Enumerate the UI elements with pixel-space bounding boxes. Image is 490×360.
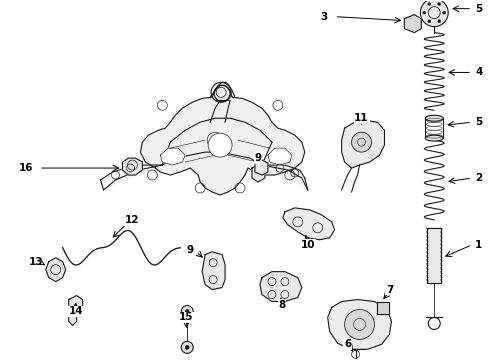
Text: 11: 11 xyxy=(354,113,369,123)
Circle shape xyxy=(428,20,431,23)
Polygon shape xyxy=(210,82,235,97)
Circle shape xyxy=(423,11,426,14)
Text: 3: 3 xyxy=(320,12,328,22)
Polygon shape xyxy=(46,258,66,282)
Polygon shape xyxy=(255,160,268,175)
Polygon shape xyxy=(202,252,225,289)
Text: 2: 2 xyxy=(475,173,482,183)
Polygon shape xyxy=(260,272,302,302)
Polygon shape xyxy=(252,165,265,182)
Text: 8: 8 xyxy=(278,300,286,310)
Text: 13: 13 xyxy=(29,257,43,267)
Text: 10: 10 xyxy=(300,240,315,250)
Text: 14: 14 xyxy=(68,306,83,316)
Polygon shape xyxy=(262,165,308,190)
Text: 7: 7 xyxy=(386,284,393,294)
Polygon shape xyxy=(122,158,143,175)
Text: 16: 16 xyxy=(19,163,33,173)
Polygon shape xyxy=(342,120,385,168)
Polygon shape xyxy=(328,300,392,349)
Text: 1: 1 xyxy=(475,240,482,250)
Polygon shape xyxy=(404,15,421,32)
Ellipse shape xyxy=(425,115,443,121)
Polygon shape xyxy=(160,148,185,165)
Text: 12: 12 xyxy=(125,215,140,225)
Text: 9: 9 xyxy=(254,153,262,163)
Circle shape xyxy=(208,133,232,157)
Text: 15: 15 xyxy=(179,312,194,323)
Polygon shape xyxy=(69,296,83,325)
Polygon shape xyxy=(141,85,305,195)
Text: 6: 6 xyxy=(344,339,351,349)
Polygon shape xyxy=(427,228,441,283)
Polygon shape xyxy=(377,302,390,315)
Text: 5: 5 xyxy=(475,117,482,127)
Circle shape xyxy=(352,132,371,152)
Text: 9: 9 xyxy=(186,245,193,255)
Circle shape xyxy=(181,306,193,318)
Polygon shape xyxy=(162,142,175,165)
Polygon shape xyxy=(262,142,272,165)
Circle shape xyxy=(344,310,374,339)
Circle shape xyxy=(443,11,446,14)
Text: 5: 5 xyxy=(475,4,482,14)
Circle shape xyxy=(185,310,189,314)
Polygon shape xyxy=(268,148,292,165)
Ellipse shape xyxy=(425,135,443,141)
Circle shape xyxy=(420,0,448,27)
Circle shape xyxy=(185,345,189,349)
Polygon shape xyxy=(171,142,272,165)
Text: 4: 4 xyxy=(475,67,483,77)
Circle shape xyxy=(438,20,441,23)
Circle shape xyxy=(438,3,441,5)
Polygon shape xyxy=(100,165,162,190)
Circle shape xyxy=(181,341,193,353)
Polygon shape xyxy=(283,208,335,240)
Circle shape xyxy=(428,3,431,5)
